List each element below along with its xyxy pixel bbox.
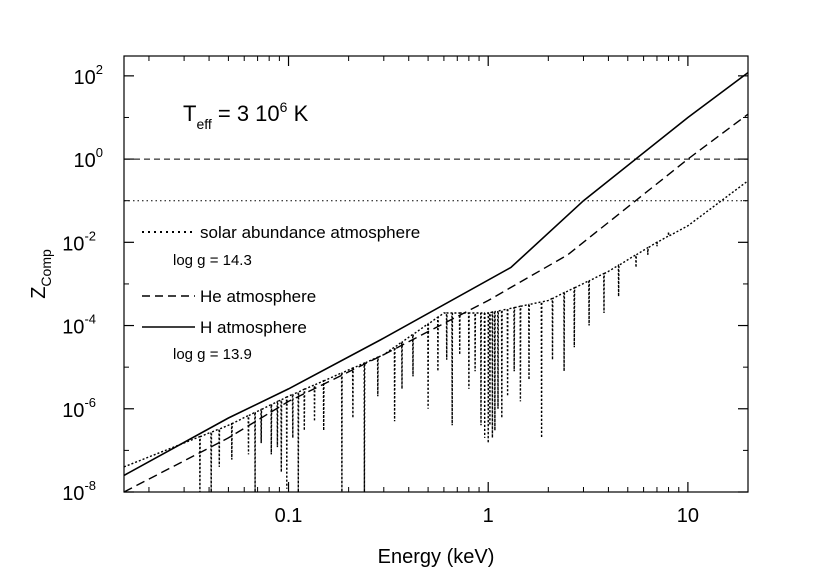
temperature-annotation: Teff = 3 106 K [183, 99, 309, 132]
legend: solar abundance atmosphere log g = 14.3 … [142, 223, 420, 363]
legend-label-h: H atmosphere [200, 318, 307, 337]
legend-note-solar: log g = 14.3 [173, 252, 252, 269]
y-tick-label: 100 [74, 145, 103, 172]
y-axis-title: ZComp [28, 249, 54, 299]
y-tick-label: 102 [74, 62, 103, 89]
x-tick-label: 10 [677, 505, 699, 527]
series-dashed-line [123, 113, 749, 493]
y-tick-label: 10-4 [62, 312, 96, 339]
x-tick-label: 1 [483, 505, 494, 527]
legend-note-h: log g = 13.9 [173, 346, 252, 363]
x-tick-label: 0.1 [275, 505, 303, 527]
series-dotted-line [123, 180, 749, 493]
plot-frame [123, 55, 749, 493]
legend-label-solar: solar abundance atmosphere [200, 223, 420, 242]
x-axis-title: Energy (keV) [378, 546, 495, 568]
series-solid-line [123, 71, 749, 477]
y-tick-label: 10-6 [62, 395, 96, 422]
y-tick-label: 10-2 [62, 228, 96, 255]
reference-lines [124, 158, 748, 202]
ticks-layer: 0.1 1 10 10-8 10-6 10-4 10-2 100 102 [62, 56, 749, 527]
legend-label-he: He atmosphere [200, 287, 316, 306]
y-tick-label: 10-8 [62, 478, 96, 505]
series-layer [123, 71, 749, 493]
